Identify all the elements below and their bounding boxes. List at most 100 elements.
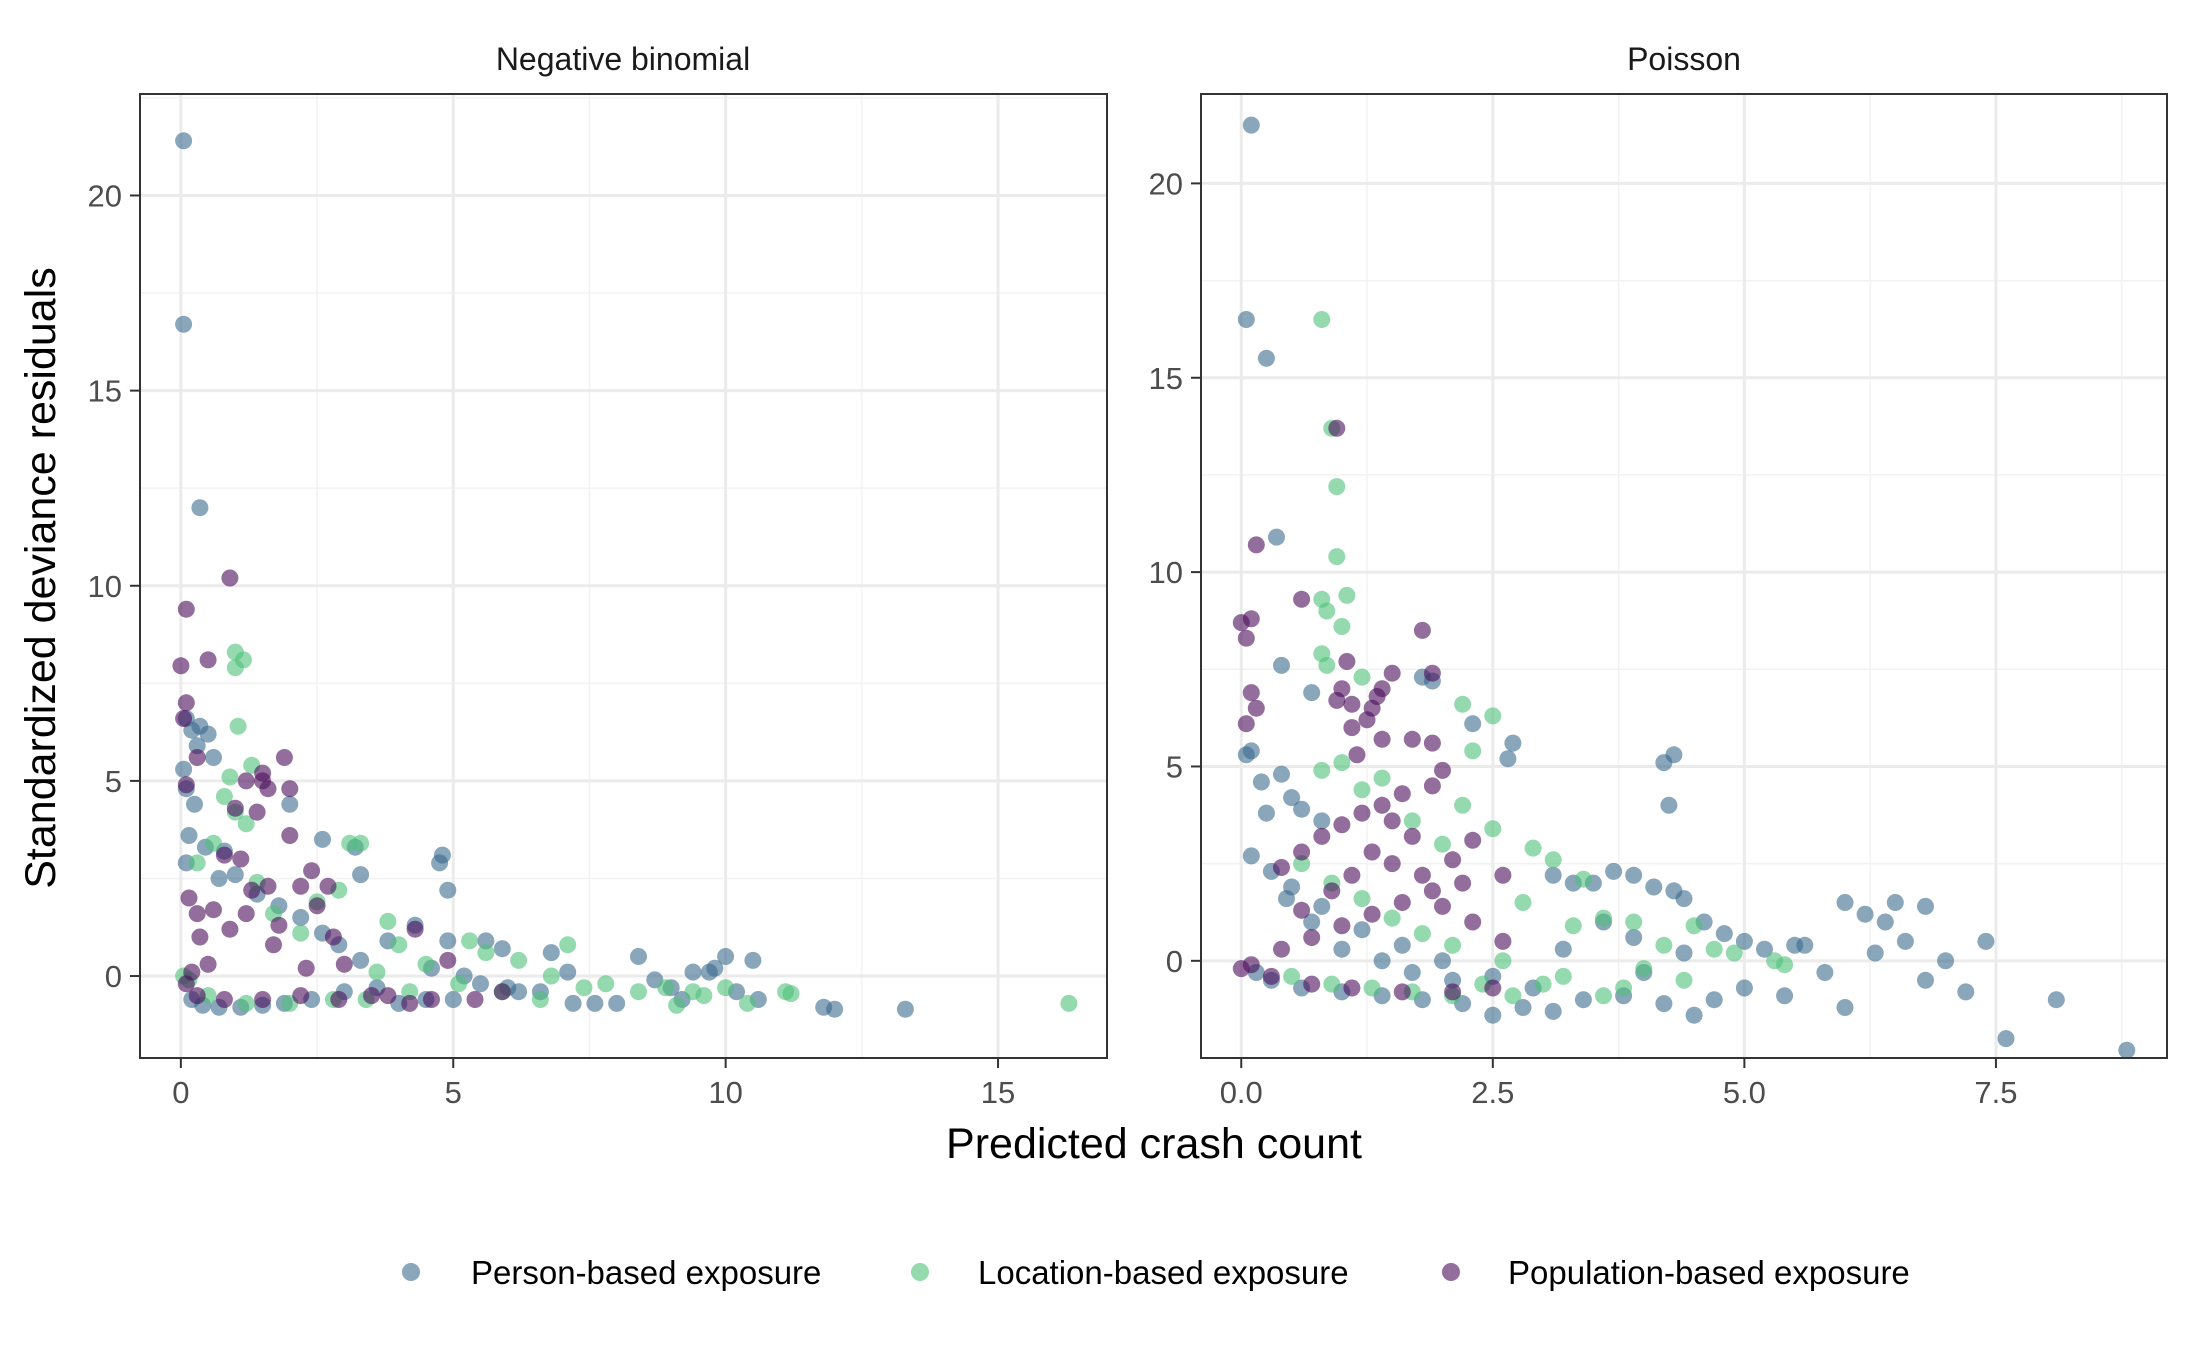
data-point (1303, 684, 1321, 702)
data-point (1957, 983, 1975, 1001)
data-point (1444, 983, 1462, 1001)
x-tick-label: 7.5 (1974, 1075, 2017, 1110)
data-point (1484, 1006, 1502, 1024)
data-point (314, 830, 331, 848)
data-point (1328, 478, 1346, 496)
data-point (1257, 349, 1275, 367)
data-point (1454, 874, 1472, 892)
data-point (1615, 979, 1633, 997)
data-point (1434, 761, 1451, 779)
data-point (477, 932, 495, 950)
data-point (379, 987, 397, 1005)
data-point (1625, 929, 1643, 946)
data-point (1413, 866, 1431, 884)
data-point (1574, 991, 1592, 1009)
data-point (1776, 956, 1794, 974)
data-point (657, 979, 675, 997)
data-point (1866, 944, 1884, 962)
data-point (205, 901, 222, 919)
data-point (237, 772, 255, 790)
data-point (281, 795, 299, 813)
data-point (303, 862, 321, 880)
y-tick-label: 20 (1149, 166, 1183, 201)
data-point (335, 955, 353, 973)
data-point (1333, 816, 1351, 834)
data-point (1917, 971, 1934, 989)
data-point (1273, 940, 1290, 958)
data-point (352, 834, 370, 852)
data-point (1675, 890, 1693, 908)
data-point (1403, 812, 1421, 830)
data-point (390, 936, 408, 954)
data-point (1484, 979, 1502, 997)
data-point (531, 991, 549, 1008)
data-point (450, 975, 468, 993)
data-point (1856, 905, 1874, 923)
data-point (237, 815, 255, 833)
data-point (1247, 536, 1265, 554)
data-point (1333, 754, 1351, 772)
data-point (1434, 897, 1451, 915)
plot-background (140, 94, 1107, 1058)
data-point (1625, 913, 1643, 931)
data-point (668, 996, 686, 1014)
data-point (1303, 975, 1321, 993)
data-point (423, 991, 440, 1008)
data-point (1705, 991, 1723, 1009)
data-point (564, 994, 582, 1012)
data-point (1836, 894, 1854, 911)
data-point (297, 959, 315, 977)
data-point (1464, 715, 1482, 733)
data-point (1242, 116, 1260, 134)
data-point (199, 651, 217, 669)
data-point (1544, 851, 1562, 869)
data-point (1353, 668, 1371, 686)
data-point (1257, 804, 1275, 822)
data-point (1464, 831, 1482, 849)
data-point (237, 905, 255, 923)
data-point (1348, 746, 1366, 764)
data-point (1675, 971, 1693, 989)
data-point (684, 963, 702, 981)
data-point (1776, 987, 1794, 1005)
data-point (1705, 940, 1723, 958)
data-point (221, 569, 239, 587)
data-point (1484, 707, 1502, 725)
data-point (237, 994, 255, 1012)
data-point (782, 985, 800, 1003)
data-point (1060, 994, 1078, 1012)
data-point (275, 749, 293, 766)
x-tick-label: 15 (981, 1075, 1015, 1110)
legend-label-population: Population-based exposure (1508, 1254, 1910, 1291)
data-point (1333, 618, 1351, 635)
data-point (1373, 952, 1391, 970)
data-point (1595, 909, 1612, 927)
data-point (1524, 839, 1542, 857)
data-point (221, 768, 239, 786)
data-point (1403, 964, 1421, 981)
data-point (1303, 929, 1321, 946)
y-tick-label: 5 (1166, 749, 1183, 784)
panel-title: Poisson (1627, 41, 1741, 77)
data-point (1237, 715, 1255, 733)
data-point (292, 924, 310, 942)
data-point (352, 951, 370, 969)
data-point (191, 928, 209, 946)
y-tick-label: 15 (88, 374, 122, 409)
data-point (1313, 761, 1331, 779)
data-point (493, 940, 511, 958)
data-point (292, 987, 310, 1005)
data-point (1363, 843, 1381, 861)
data-point (292, 909, 310, 926)
data-point (1383, 812, 1401, 830)
data-point (308, 897, 326, 915)
data-point (1323, 975, 1341, 993)
data-point (177, 776, 195, 794)
data-point (175, 710, 193, 727)
data-point (352, 866, 370, 884)
y-tick-label: 5 (105, 764, 122, 799)
y-tick-label: 20 (88, 178, 122, 213)
data-point (175, 760, 193, 778)
data-point (1499, 750, 1517, 768)
data-point (1293, 901, 1311, 919)
